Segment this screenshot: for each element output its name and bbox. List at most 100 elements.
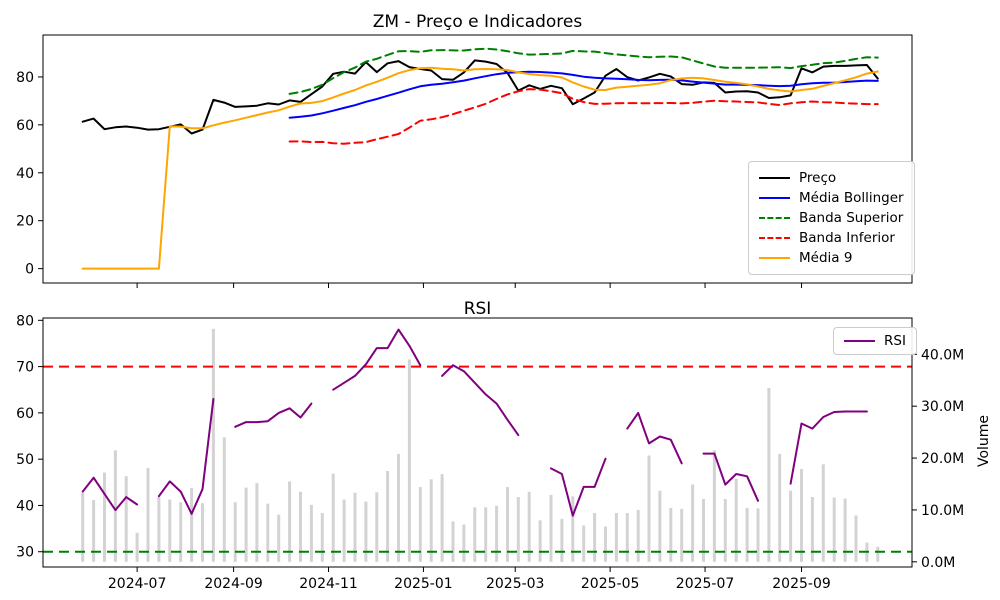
volume-bar (734, 478, 738, 562)
volume-bar (146, 467, 150, 562)
volume-bar (407, 359, 411, 562)
y-tick-label: 0 (25, 262, 34, 278)
volume-bar (353, 492, 357, 562)
volume-bar (527, 491, 531, 562)
volume-bar (702, 499, 705, 562)
volume-bar (506, 487, 509, 562)
rsi-chart-title: RSI (463, 299, 492, 319)
volume-tick-label: 40.0M (921, 347, 964, 363)
price-chart-legend: Preço Média Bollinger Banda Superior Ban… (748, 161, 915, 275)
volume-bar (211, 328, 215, 562)
volume-bar (538, 520, 542, 562)
volume-bar (723, 499, 727, 562)
volume-bar (560, 518, 564, 562)
legend-item-banda-superior: Banda Superior (759, 208, 904, 228)
volume-bar (495, 505, 499, 562)
volume-bar (124, 476, 128, 562)
price-axes-frame (42, 34, 913, 284)
volume-bar (397, 453, 400, 562)
volume-bar (876, 546, 880, 562)
y-tick-label: 40 (16, 498, 34, 514)
volume-tick-label: 10.0M (921, 503, 964, 519)
volume-bar (691, 484, 695, 562)
y-tick-label: 80 (16, 70, 34, 86)
volume-bar (113, 450, 117, 562)
volume-bar (288, 481, 292, 562)
volume-bar (266, 503, 270, 562)
volume-bar (604, 526, 607, 562)
volume-bar (157, 497, 161, 562)
volume-bar (636, 509, 640, 562)
banda-inferior-line (288, 88, 879, 145)
volume-bar (92, 500, 96, 562)
preco-line (81, 59, 879, 135)
volume-bar (516, 497, 520, 562)
volume-bar (451, 521, 455, 562)
volume-bar (255, 483, 259, 562)
volume-bar (168, 499, 172, 562)
x-tick-label: 2025-01 (394, 576, 453, 592)
volume-bar (484, 507, 488, 562)
legend-item-banda-inferior: Banda Inferior (759, 228, 904, 248)
volume-bar (810, 497, 814, 562)
y-tick-label: 80 (16, 313, 34, 329)
volume-bar (647, 455, 651, 562)
media-9-line-sample (759, 257, 790, 259)
media-bollinger-line (288, 70, 879, 119)
volume-axis-label: Volume (976, 414, 992, 468)
volume-bar (614, 513, 618, 562)
legend-label-banda-inferior: Banda Inferior (799, 230, 895, 246)
volume-bar (386, 471, 390, 562)
volume-bar (222, 437, 226, 562)
volume-bar (103, 472, 106, 562)
volume-bar (767, 388, 771, 562)
volume-bar (179, 502, 183, 562)
volume-bar (244, 487, 248, 562)
legend-item-media-9: Média 9 (759, 248, 904, 268)
volume-bar (789, 490, 793, 562)
x-tick-label: 2025-07 (676, 576, 735, 592)
x-tick-label: 2025-09 (772, 576, 831, 592)
x-tick-label: 2024-07 (108, 576, 167, 592)
volume-bar (201, 503, 204, 562)
volume-bar (320, 513, 324, 562)
volume-bar (843, 498, 847, 562)
preco-line-sample (759, 177, 790, 179)
volume-bar (658, 490, 662, 562)
y-tick-label: 20 (16, 214, 34, 230)
legend-label-banda-superior: Banda Superior (799, 210, 904, 226)
rsi-line (81, 328, 868, 517)
volume-tick-label: 20.0M (921, 451, 964, 467)
rsi-chart-legend: RSI (833, 327, 917, 355)
volume-bar (778, 453, 782, 562)
x-tick-label: 2025-05 (581, 576, 640, 592)
rsi-axes-frame (42, 317, 913, 568)
volume-bar (81, 492, 85, 562)
banda-superior-line-sample (759, 217, 790, 219)
volume-bar (364, 501, 368, 562)
volume-bar (745, 507, 749, 562)
legend-item-preco: Preço (759, 168, 904, 188)
legend-label-media-bollinger: Média Bollinger (799, 190, 904, 206)
volume-bar (712, 450, 716, 562)
media-bollinger-line-sample (759, 197, 790, 199)
volume-bar (582, 525, 586, 562)
rsi-line-sample (844, 340, 875, 342)
y-tick-label: 60 (16, 118, 34, 134)
volume-bar (571, 496, 575, 562)
volume-bar (854, 515, 858, 562)
volume-bar (669, 507, 673, 562)
volume-bar (375, 492, 379, 562)
legend-item-media-bollinger: Média Bollinger (759, 188, 904, 208)
volume-bar (625, 513, 629, 562)
volume-bar (800, 469, 803, 562)
volume-bar (832, 497, 836, 562)
x-tick-label: 2025-03 (486, 576, 545, 592)
legend-label-preco: Preço (799, 170, 837, 186)
volume-bar (135, 532, 139, 562)
media-9-line (81, 66, 879, 270)
volume-bar (549, 494, 553, 562)
y-tick-label: 30 (16, 545, 34, 561)
banda-inferior-line-sample (759, 237, 790, 239)
